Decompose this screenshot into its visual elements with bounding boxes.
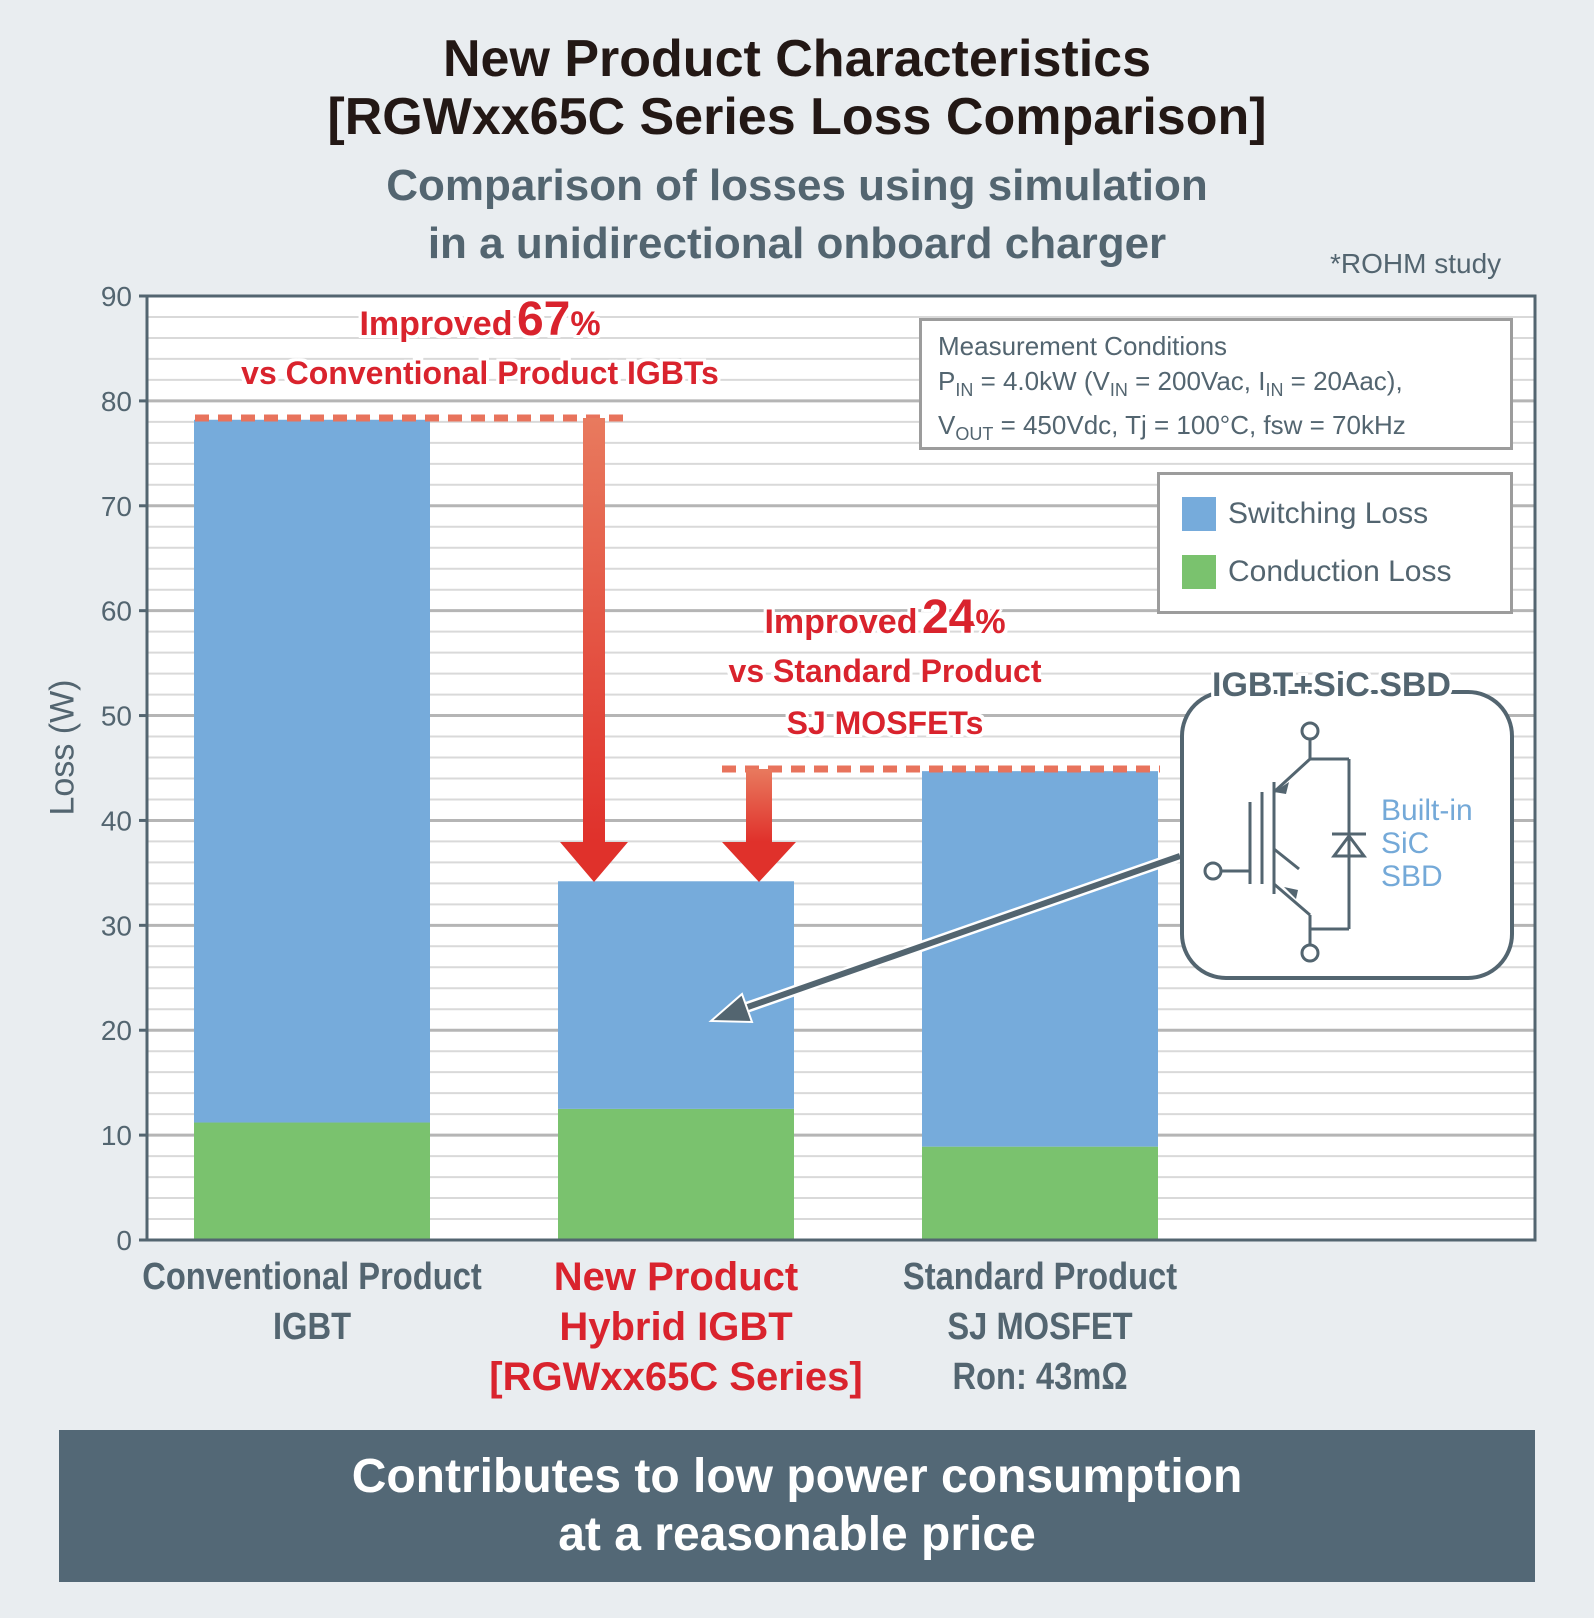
chart-subtitle-line1: Comparison of losses using simulation xyxy=(386,161,1208,210)
banner-line1: Contributes to low power consumption xyxy=(351,1450,1243,1503)
y-tick-label: 90 xyxy=(101,281,132,312)
legend-swatch xyxy=(1182,555,1216,589)
percent-sign: % xyxy=(570,305,601,343)
chart-title-line2: [RGWxx65C Series Loss Comparison] xyxy=(327,88,1267,146)
summary-banner: Contributes to low power consumption at … xyxy=(59,1430,1535,1582)
chart-subtitle-line2: in a unidirectional onboard charger xyxy=(427,219,1167,268)
conditions-heading: Measurement Conditions xyxy=(938,331,1228,361)
legend-item-conduction: Conduction Loss xyxy=(1182,555,1451,589)
chart-legend: Switching Loss Conduction Loss xyxy=(1157,472,1513,614)
measurement-conditions: Measurement Conditions PIN = 4.0kW (VIN … xyxy=(919,318,1513,450)
improvement-compare: vs Standard Product xyxy=(728,653,1042,689)
bar-segment-switching-loss xyxy=(558,881,794,1109)
study-note: *ROHM study xyxy=(1330,248,1502,279)
arrow-down-icon xyxy=(560,418,628,882)
percent-sign: % xyxy=(975,603,1006,641)
bar-segment-conduction-loss xyxy=(194,1122,430,1240)
y-tick-label: 50 xyxy=(101,701,132,732)
y-tick-label: 30 xyxy=(101,910,132,941)
bar-segment-conduction-loss xyxy=(922,1146,1158,1240)
improvement-percent: 67 xyxy=(516,293,571,346)
improvement-word: Improved xyxy=(764,603,918,641)
legend-swatch xyxy=(1182,497,1216,531)
category-label-conventional: Conventional Product IGBT xyxy=(142,1256,482,1348)
arrow-down-icon xyxy=(722,769,796,882)
y-tick-label: 20 xyxy=(101,1015,132,1046)
circuit-title: IGBT+SiC SBD xyxy=(1212,666,1451,704)
conditions-line2: PIN = 4.0kW (VIN = 200Vac, IIN = 20Aac), xyxy=(938,366,1403,401)
improvement-annotation-67: Improved 67% vs Conventional Product IGB… xyxy=(160,292,800,399)
bar-segment-conduction-loss xyxy=(558,1108,794,1240)
improvement-compare-device: SJ MOSFETs xyxy=(786,705,984,741)
bar-segment-switching-loss xyxy=(922,771,1158,1147)
banner-line2: at a reasonable price xyxy=(558,1508,1036,1561)
chart-title-line1: New Product Characteristics xyxy=(442,30,1152,88)
y-tick-label: 10 xyxy=(101,1120,132,1151)
plot-frame xyxy=(145,294,1537,1242)
category-label-standard: Standard Product SJ MOSFET Ron: 43mΩ xyxy=(902,1256,1178,1398)
y-tick-label: 40 xyxy=(101,805,132,836)
y-tick-label: 0 xyxy=(116,1225,132,1256)
bar-segment-switching-loss xyxy=(194,419,430,1123)
igbt-diode-circuit-icon xyxy=(1203,721,1367,963)
pointer-arrow-icon xyxy=(708,850,1182,1024)
y-tick-label: 70 xyxy=(101,491,132,522)
improvement-word: Improved xyxy=(359,305,513,343)
improvement-annotation-24: Improved 24% vs Standard Product SJ MOSF… xyxy=(590,590,1180,749)
category-label-new-product: New Product Hybrid IGBT [RGWxx65C Series… xyxy=(489,1255,863,1399)
legend-item-switching: Switching Loss xyxy=(1182,497,1428,531)
improvement-compare: vs Conventional Product IGBTs xyxy=(241,355,719,391)
sbd-label: Built-in SiC SBD xyxy=(1381,794,1473,893)
circuit-diagram-box: Built-in SiC SBD xyxy=(1180,690,1514,980)
y-tick-label: 60 xyxy=(101,596,132,627)
y-tick-label: 80 xyxy=(101,386,132,417)
improvement-percent: 24 xyxy=(921,591,976,644)
conditions-line3: VOUT = 450Vdc, Tj = 100°C, fsw = 70kHz xyxy=(938,410,1406,445)
